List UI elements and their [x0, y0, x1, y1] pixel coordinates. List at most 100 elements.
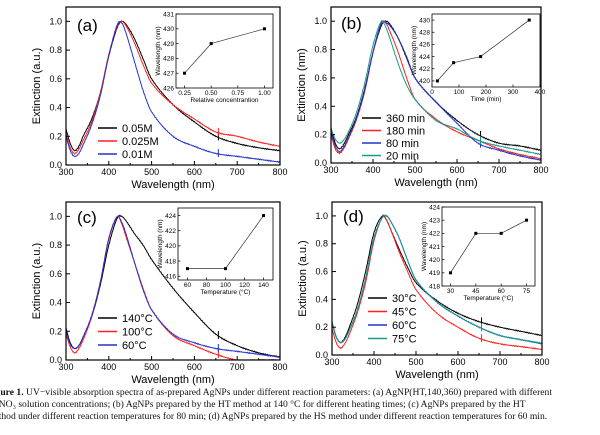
legend-label: 360 min	[386, 113, 425, 125]
inset-y-tick-label: 430	[163, 26, 174, 33]
series-line-20 min	[330, 20, 542, 156]
legend-label: 60°C	[122, 340, 147, 352]
inset-x-tick-label: 0.25	[178, 90, 191, 97]
series-line-45°C	[331, 215, 543, 351]
inset-x-tick-label: 0.75	[231, 90, 244, 97]
inset-data-point	[479, 55, 483, 59]
x-tick-label: 700	[492, 357, 507, 367]
x-tick-label: 800	[534, 357, 549, 367]
y-tick-label: 0.0	[314, 158, 327, 168]
inset-y-tick-label: 429	[163, 41, 174, 48]
inset-y-axis-label: Wavelength (nm)	[155, 26, 162, 75]
x-tick-label: 300	[323, 165, 338, 175]
inset-x-tick-label: 45	[472, 288, 480, 295]
x-axis-label: Wavelength (nm)	[131, 374, 214, 386]
inset-frame	[431, 13, 541, 88]
figure-caption: Figure 1. UV−visible absorption spectra …	[0, 387, 600, 423]
legend-label: 75°C	[392, 334, 417, 346]
inset-frame	[175, 13, 274, 89]
inset-y-tick-label: 428	[419, 30, 430, 37]
y-tick-label: 0.8	[314, 45, 327, 55]
y-tick-label: 0.4	[315, 294, 328, 304]
legend-label: 80 min	[386, 138, 419, 150]
y-tick-label: 0.2	[314, 130, 327, 140]
caption-line-3: method under different reaction temperat…	[0, 411, 548, 422]
x-tick-label: 400	[101, 167, 116, 177]
y-tick-label: 1.0	[314, 16, 327, 26]
inset-y-tick-label: 419	[429, 270, 440, 277]
y-tick-label: 1.0	[49, 211, 62, 221]
x-tick-label: 500	[144, 167, 159, 177]
y-tick-label: 0.6	[315, 267, 328, 277]
inset-y-tick-label: 420	[429, 257, 440, 264]
y-tick-label: 0.4	[49, 103, 62, 113]
panel-label: (d)	[343, 207, 364, 226]
x-tick-label: 500	[408, 357, 423, 367]
y-axis-label: Extinction (a.u.)	[31, 48, 43, 124]
inset-y-tick-label: 426	[163, 85, 174, 92]
inset-data-point	[262, 27, 266, 31]
inset-line	[437, 19, 530, 82]
x-tick-label: 300	[324, 357, 339, 367]
inset-x-axis-label: Temperature (°C)	[464, 294, 514, 302]
x-tick-label: 800	[272, 167, 287, 177]
x-tick-label: 500	[144, 362, 159, 372]
inset-y-tick-label: 422	[429, 231, 440, 238]
inset-y-tick-label: 427	[163, 71, 174, 78]
y-tick-label: 0.6	[314, 73, 327, 83]
y-tick-label: 1.0	[49, 16, 62, 26]
y-tick-label: 0.6	[49, 74, 62, 84]
chart-panel-c: 300 400 500 600 700 800 0.0 0.2 0.4 0.6 0.8 1.0 Wave…	[31, 201, 288, 386]
legend-label: 60°C	[392, 320, 417, 332]
inset-y-tick-label: 422	[419, 66, 430, 73]
x-axis-label: Wavelength (nm)	[131, 179, 214, 191]
inset-x-tick-label: 120	[239, 282, 250, 289]
x-tick-label: 600	[450, 357, 465, 367]
inset-data-point	[224, 267, 227, 271]
inset-line	[450, 219, 527, 274]
x-tick-label: 800	[533, 165, 548, 175]
y-tick-label: 0.8	[315, 239, 328, 249]
legend-label: 0.05M	[122, 123, 153, 135]
inset-data-point	[435, 79, 439, 83]
inset-x-tick-label: 30	[447, 288, 455, 295]
x-tick-label: 400	[101, 362, 116, 372]
inset-x-tick-label: 75	[523, 288, 531, 295]
y-tick-label: 0.0	[49, 160, 62, 170]
legend-label: 0.01M	[122, 149, 153, 161]
inset-y-tick-label: 424	[429, 204, 440, 211]
y-axis-label: Extinction (a.u.)	[31, 243, 43, 319]
x-tick-label: 400	[365, 165, 380, 175]
x-tick-label: 700	[230, 362, 245, 372]
chart-panel-b: 300 400 500 600 700 800 0.0 0.2 0.4 0.6 0.8 1.0 Wave…	[296, 6, 549, 189]
x-tick-label: 700	[230, 167, 245, 177]
inset-x-tick-label: 0	[430, 89, 434, 96]
series-line-75°C	[331, 214, 543, 344]
inset-data-point	[448, 271, 452, 275]
inset-chart: 0 100 200 300 400 420 422 424 426 428 430 Time (min…	[411, 13, 546, 103]
y-tick-label: 0.2	[315, 322, 328, 332]
panel-label: (c)	[77, 208, 97, 227]
inset-chart: 30 45 60 75 418 419 420 421 422 423 424 Temperature…	[421, 204, 536, 302]
legend-label: 0.025M	[122, 136, 159, 148]
series-line-30°C	[331, 214, 543, 344]
y-axis-label: Extinction (a.u.)	[297, 240, 309, 316]
inset-frame	[441, 206, 536, 287]
legend-label: 180 min	[386, 126, 425, 138]
inset-data-point	[183, 71, 187, 75]
panel-label: (a)	[77, 16, 98, 35]
inset-y-tick-label: 418	[165, 258, 176, 265]
inset-y-tick-label: 420	[165, 243, 176, 250]
caption-line-1: UV−visible absorption spectra of as-prep…	[26, 387, 552, 398]
inset-data-point	[209, 42, 213, 46]
inset-y-axis-label: Wavelength (nm)	[421, 222, 428, 271]
y-tick-label: 0.6	[49, 269, 62, 279]
inset-x-tick-label: 300	[508, 89, 519, 96]
x-tick-label: 300	[58, 167, 73, 177]
y-tick-label: 0.4	[314, 101, 327, 111]
series-line-0.025M	[65, 20, 281, 155]
chart-panel-a: 300 400 500 600 700 800 0.0 0.2 0.4 0.6 0.8 1.0 Wave…	[31, 6, 288, 191]
x-axis-label: Wavelength (nm)	[394, 177, 477, 189]
x-tick-label: 400	[366, 357, 381, 367]
